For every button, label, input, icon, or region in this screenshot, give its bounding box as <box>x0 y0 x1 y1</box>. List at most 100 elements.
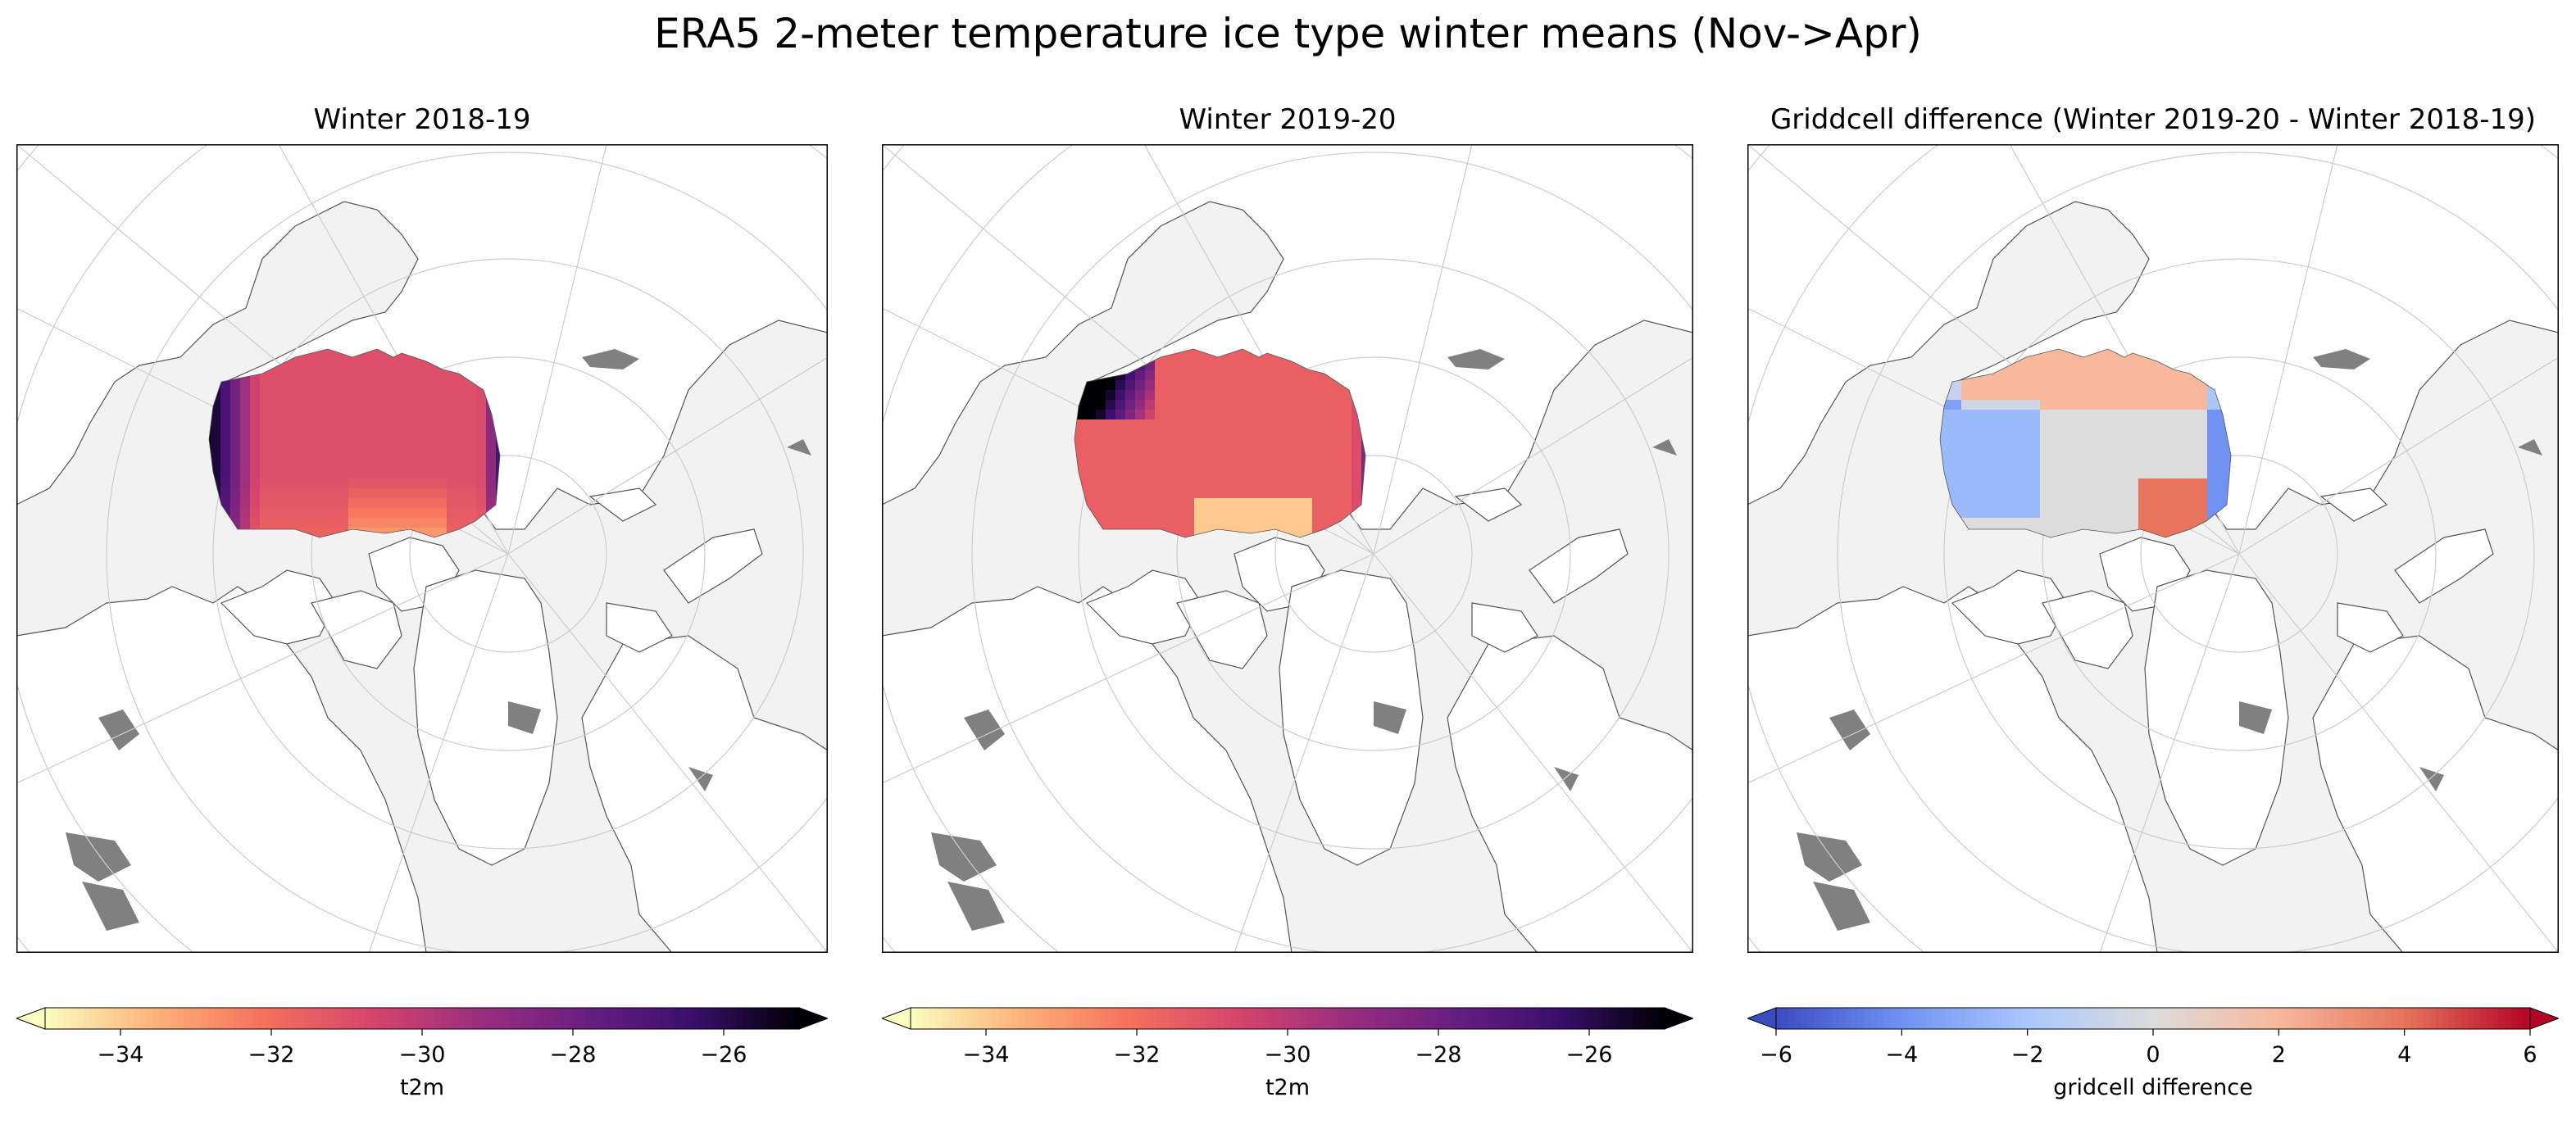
latitude-circle-0 <box>1274 455 1473 653</box>
colorbar-tick-label: 6 <box>2523 1042 2537 1068</box>
landmass-6 <box>1447 635 1693 953</box>
colorbar-label: t2m <box>400 1075 444 1100</box>
lake-3 <box>82 882 139 931</box>
panel-title-winter-2019-20: Winter 2019-20 <box>1179 103 1397 136</box>
latitude-circle-2 <box>1078 258 1670 850</box>
lake-3 <box>947 882 1005 931</box>
meridian-2 <box>1373 553 1693 953</box>
landmass-3 <box>2042 590 2133 669</box>
colorbar-tick-label: −4 <box>1885 1042 1918 1068</box>
landmass-3 <box>1176 590 1268 669</box>
lake-2 <box>1797 832 1862 882</box>
meridian-4 <box>882 553 1374 784</box>
meridian-4 <box>1747 553 2240 784</box>
latitude-circle-3 <box>106 152 828 953</box>
colorbar-difference: −6 −4 −2 0 2 4 6 gridcell difference <box>1746 1000 2560 1122</box>
map-frame <box>882 144 1693 953</box>
lake-1 <box>98 710 139 750</box>
landmass-6 <box>2312 635 2559 953</box>
landmass-9 <box>1454 487 1523 522</box>
meridian-3 <box>368 553 509 953</box>
latitude-circle-0 <box>409 455 607 653</box>
landmass-7 <box>1471 602 1538 653</box>
lake-5 <box>688 767 713 791</box>
meridian-7 <box>507 144 607 555</box>
ice-temperature-field <box>1074 349 1365 537</box>
colorbar-extend-low <box>15 1007 46 1030</box>
meridian-2 <box>2238 553 2559 953</box>
lake-6 <box>2518 439 2542 456</box>
meridian-2 <box>507 553 828 953</box>
colorbar-tick-label: −34 <box>98 1042 144 1068</box>
landmass-9 <box>2319 487 2388 522</box>
colorbar-tick-label: −6 <box>1760 1042 1792 1068</box>
lake-2 <box>931 832 997 882</box>
lakes-layer <box>1797 349 2542 931</box>
map-frame <box>1747 144 2559 953</box>
latitude-circle-2 <box>212 258 804 850</box>
colorbar-tick-label: −2 <box>2011 1042 2044 1068</box>
map-frame <box>16 144 828 953</box>
lake-5 <box>1554 767 1579 791</box>
lake-6 <box>1652 439 1677 456</box>
map-winter-2018-19 <box>16 144 828 953</box>
map-winter-2019-20 <box>882 144 1693 953</box>
panel-title-winter-2018-19: Winter 2018-19 <box>313 103 531 136</box>
lakes-layer <box>931 349 1677 931</box>
landmass-7 <box>2337 602 2404 653</box>
colorbar-extend-high <box>798 1007 829 1030</box>
latitude-circle-2 <box>1943 258 2535 850</box>
colorbar-extend-low <box>1746 1007 1777 1030</box>
landmass-8 <box>2394 528 2494 604</box>
lake-5 <box>2419 767 2444 791</box>
colorbar-extend-low <box>880 1007 911 1030</box>
colorbar-tick-label: 0 <box>2146 1042 2160 1068</box>
latitude-circle-1 <box>311 356 706 751</box>
colorbar-tick-label: −30 <box>1265 1042 1311 1068</box>
colorbar-tick-label: 4 <box>2397 1042 2411 1068</box>
meridian-3 <box>1233 553 1374 953</box>
colorbar-t2m-2018-19: −34 −32 −30 −28 −26 t2m <box>15 1000 829 1122</box>
colorbar-label: gridcell difference <box>2053 1075 2252 1100</box>
ice-edge <box>1939 348 2232 538</box>
landmass-9 <box>588 487 657 522</box>
lake-0 <box>1447 349 1505 370</box>
latitude-circle-1 <box>1176 356 1571 751</box>
colorbar-extend-high <box>2529 1007 2560 1030</box>
lake-3 <box>1813 882 1870 931</box>
colorbar-tick-label: −32 <box>1114 1042 1161 1068</box>
lake-4 <box>508 701 541 734</box>
colorbar-tick-label: −32 <box>248 1042 295 1068</box>
colorbar-label: t2m <box>1265 1075 1310 1100</box>
lake-6 <box>787 439 811 456</box>
landmass-5 <box>2144 569 2289 866</box>
landmass-3 <box>311 590 402 669</box>
latitude-circle-3 <box>1837 152 2559 953</box>
map-difference <box>1747 144 2559 953</box>
colorbar-tick-label: −34 <box>963 1042 1010 1068</box>
landmass-8 <box>663 528 763 604</box>
ice-temperature-field <box>209 349 500 537</box>
meridian-7 <box>1373 144 1473 555</box>
lake-0 <box>582 349 639 370</box>
colorbar-tick-label: −26 <box>1566 1042 1613 1068</box>
latitude-circle-0 <box>2140 455 2338 653</box>
lake-4 <box>2239 701 2272 734</box>
ice-edge <box>208 348 501 538</box>
panel-title-difference: Griddcell difference (Winter 2019-20 - W… <box>1770 103 2537 136</box>
lake-2 <box>66 832 131 882</box>
meridian-7 <box>2238 144 2338 555</box>
landmass-6 <box>581 635 828 953</box>
colorbar-extend-high <box>1664 1007 1695 1030</box>
landmass-8 <box>1529 528 1629 604</box>
landmass-5 <box>1279 569 1424 866</box>
ice-edge <box>1074 348 1366 538</box>
landmass-7 <box>606 602 673 653</box>
lake-0 <box>2313 349 2370 370</box>
meridian-4 <box>16 553 509 784</box>
lakes-layer <box>66 349 811 931</box>
meridian-3 <box>2099 553 2240 953</box>
landmass-5 <box>413 569 558 866</box>
colorbar-tick-label: −28 <box>550 1042 597 1068</box>
colorbar-tick-label: −26 <box>701 1042 747 1068</box>
